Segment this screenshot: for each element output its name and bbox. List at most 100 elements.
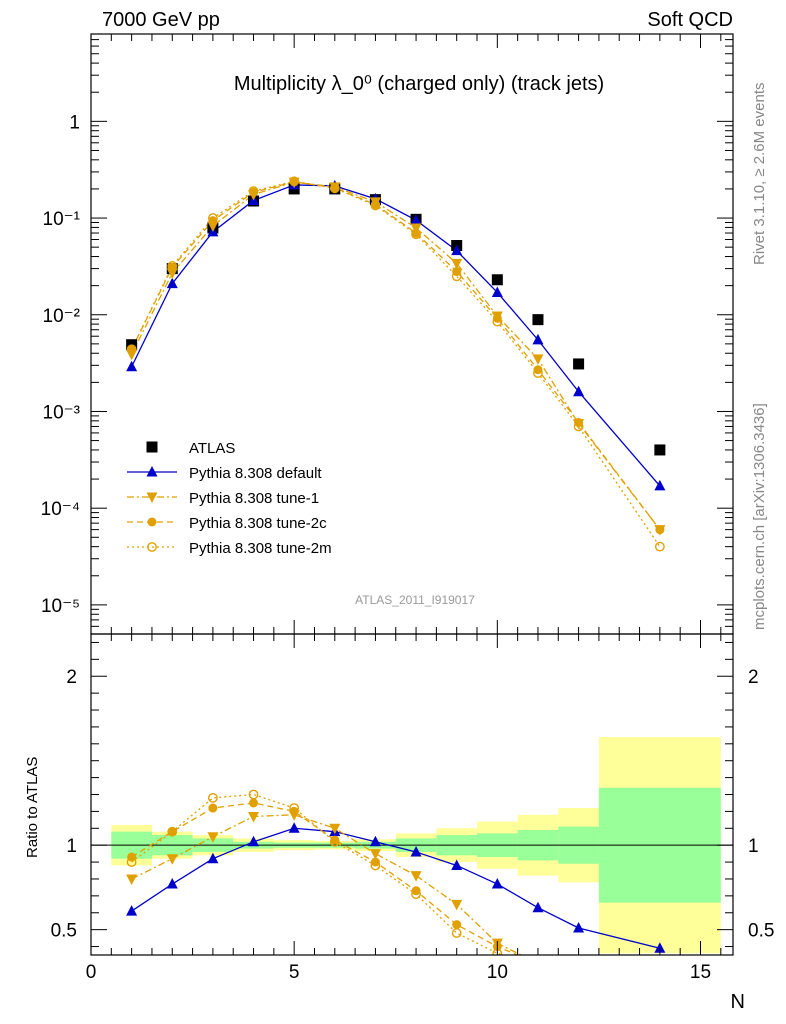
ratio-point-default [207, 852, 219, 864]
ratio-markers-group [126, 789, 666, 1001]
point-tune2m [289, 176, 300, 187]
ratio-y-tick-label-right: 2 [748, 667, 759, 688]
ratio-point-default [532, 901, 544, 913]
point-default [491, 286, 503, 297]
point-tune2m [248, 186, 259, 196]
y-tick-label: 10⁻⁴ [41, 499, 80, 520]
ratio-point-default [654, 942, 666, 953]
ratio-point-tune2c [208, 803, 218, 813]
ratio-point-tune2m [451, 928, 462, 938]
legend-marker-tune2m [147, 542, 157, 552]
legend-marker-tune1 [146, 492, 158, 503]
ratio-point-default [573, 921, 585, 933]
point-default [126, 360, 138, 372]
ratio-point-default [451, 859, 463, 870]
ratio-point-default [248, 835, 260, 847]
point-tune1 [166, 268, 178, 280]
legend-label-default: Pythia 8.308 default [189, 465, 322, 482]
ratio-point-default [410, 845, 422, 857]
x-tick-label: 15 [690, 962, 711, 983]
ratio-point-tune2c [249, 798, 259, 808]
point-default [410, 214, 422, 225]
ratio-point-tune1 [532, 959, 543, 970]
point-tune1 [451, 258, 463, 270]
point-tune2m [167, 261, 178, 271]
ratio-point-tune2m [534, 963, 542, 971]
point-tune2m [411, 229, 421, 240]
ratio-y-tick-label-right: 1 [748, 836, 759, 857]
ratio-point-tune1 [654, 976, 665, 987]
point-tune2m [126, 344, 137, 355]
legend-marker-tune2c [147, 517, 157, 527]
point-tune2m [329, 183, 340, 194]
point-tune2m [451, 271, 462, 282]
ratio-point-tune2m [167, 826, 178, 837]
ratio-point-tune2c [655, 976, 664, 985]
y-tick-label: 10⁻¹ [43, 209, 81, 230]
ratio-y-tick-label: 2 [66, 667, 77, 688]
ratio-point-tune2m [248, 789, 259, 800]
ratio-point-tune2c [127, 852, 137, 862]
ratio-point-tune1 [207, 832, 219, 843]
x-tick-label: 5 [289, 962, 300, 983]
point-tune2c [127, 344, 137, 354]
point-atlas [532, 314, 544, 326]
ratio-point-tune1 [329, 823, 341, 835]
point-tune2m [533, 368, 543, 378]
legend-label-tune1: Pythia 8.308 tune-1 [189, 490, 319, 507]
y-tick-label: 1 [69, 112, 80, 133]
ratio-y-tick-label-right: 0.5 [748, 921, 774, 942]
legend-marker-atlas [146, 441, 158, 453]
ratio-point-tune1 [369, 849, 381, 860]
ratio-y-tick-label: 0.5 [51, 921, 77, 942]
point-default [166, 277, 178, 289]
point-default [654, 479, 666, 491]
ratio-point-tune1 [166, 854, 178, 865]
ratio-point-tune2c [289, 806, 299, 816]
point-tune2c [330, 183, 340, 193]
x-axis-label: N [731, 991, 745, 1013]
y-tick-label: 10⁻³ [43, 402, 81, 423]
ratio-y-tick-label: 1 [66, 836, 77, 857]
point-tune2m [370, 200, 381, 211]
ratio-point-tune1 [126, 874, 138, 885]
point-atlas [491, 274, 503, 286]
x-tick-label: 0 [86, 962, 97, 983]
ratio-point-tune2m [207, 792, 218, 803]
ratio-point-tune1 [573, 969, 584, 980]
point-atlas [654, 444, 666, 456]
x-tick-label: 10 [487, 962, 508, 983]
point-tune2m [207, 213, 218, 223]
mcplots-label: mcplots.cern.ch [arXiv:1306.3436] [751, 403, 768, 630]
ratio-point-tune2c [574, 967, 583, 976]
ratio-point-default [288, 822, 300, 833]
point-tune2c [289, 177, 299, 187]
ratio-point-tune1 [410, 871, 422, 882]
ratio-point-tune2c [370, 857, 380, 867]
ratio-point-tune2c [167, 827, 177, 837]
rivet-label: Rivet 3.1.10, ≥ 2.6M events [751, 83, 768, 266]
point-default [573, 385, 585, 397]
ratio-point-default [491, 878, 503, 889]
legend-label-tune2m: Pythia 8.308 tune-2m [189, 540, 332, 557]
ratio-point-tune1 [451, 899, 463, 911]
legend-label-tune2c: Pythia 8.308 tune-2c [189, 515, 327, 532]
header-left: 7000 GeV pp [102, 9, 220, 31]
ratio-point-tune2c [411, 886, 421, 896]
ratio-point-default [166, 878, 178, 889]
y-tick-label: 10⁻⁵ [41, 596, 80, 617]
point-tune2c [208, 216, 218, 226]
main-markers-group [126, 176, 666, 552]
ratio-point-default [126, 905, 138, 916]
point-default [532, 333, 544, 345]
ratio-point-tune2m [411, 889, 421, 900]
ratio-y-axis-label: Ratio to ATLAS [24, 757, 41, 858]
analysis-label: ATLAS_2011_I919017 [355, 593, 475, 607]
chart-title: Multiplicity λ_0⁰ (charged only) (track … [234, 73, 604, 95]
main-panel-frame [90, 33, 734, 635]
header-right: Soft QCD [647, 9, 733, 31]
ratio-point-tune2m [656, 993, 664, 1001]
ratio-point-tune2m [370, 860, 381, 871]
ratio-point-tune2c [533, 959, 542, 968]
ratio-point-tune1 [248, 811, 260, 823]
